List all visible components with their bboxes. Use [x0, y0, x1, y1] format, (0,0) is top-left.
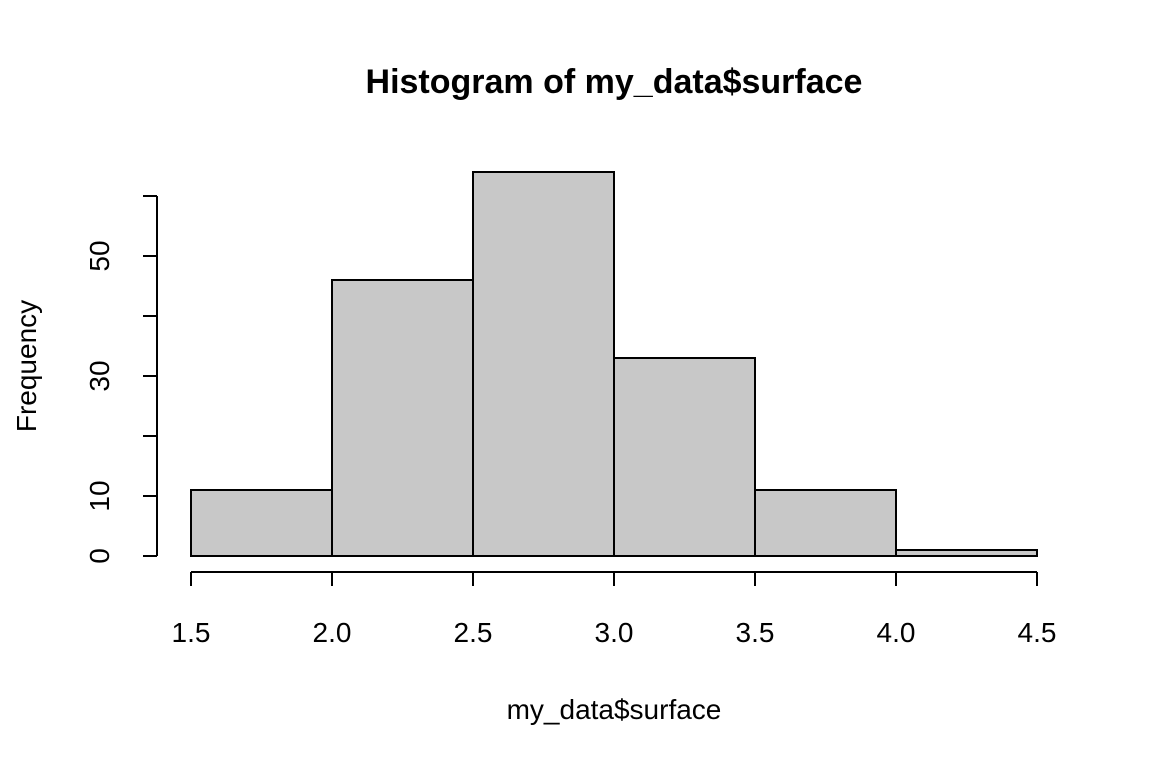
x-tick-label-0: 1.5 — [172, 617, 211, 648]
bars-group — [190, 171, 1038, 557]
y-tick-label-5: 50 — [84, 240, 115, 271]
histogram-bar-1 — [331, 279, 474, 557]
y-tick-label-3: 30 — [84, 360, 115, 391]
x-tick-label-3: 3.0 — [595, 617, 634, 648]
x-axis-label: my_data$surface — [507, 694, 722, 725]
histogram-bar-4 — [754, 489, 897, 557]
y-tick-label-0: 0 — [84, 548, 115, 564]
y-tick-label-1: 10 — [84, 480, 115, 511]
histogram-bar-3 — [613, 357, 756, 557]
x-axis: 1.5 2.0 2.5 3.0 3.5 4.0 4.5 — [172, 571, 1057, 648]
x-tick-label-5: 4.0 — [877, 617, 916, 648]
y-axis: 0 10 30 50 — [84, 195, 158, 564]
histogram-bar-2 — [472, 171, 615, 557]
histogram-bar-5 — [895, 549, 1038, 557]
y-axis-label: Frequency — [11, 300, 42, 432]
x-tick-label-4: 3.5 — [736, 617, 775, 648]
histogram-bar-0 — [190, 489, 333, 557]
x-tick-label-1: 2.0 — [313, 617, 352, 648]
x-tick-label-6: 4.5 — [1018, 617, 1057, 648]
chart-title: Histogram of my_data$surface — [366, 63, 863, 101]
x-tick-label-2: 2.5 — [454, 617, 493, 648]
